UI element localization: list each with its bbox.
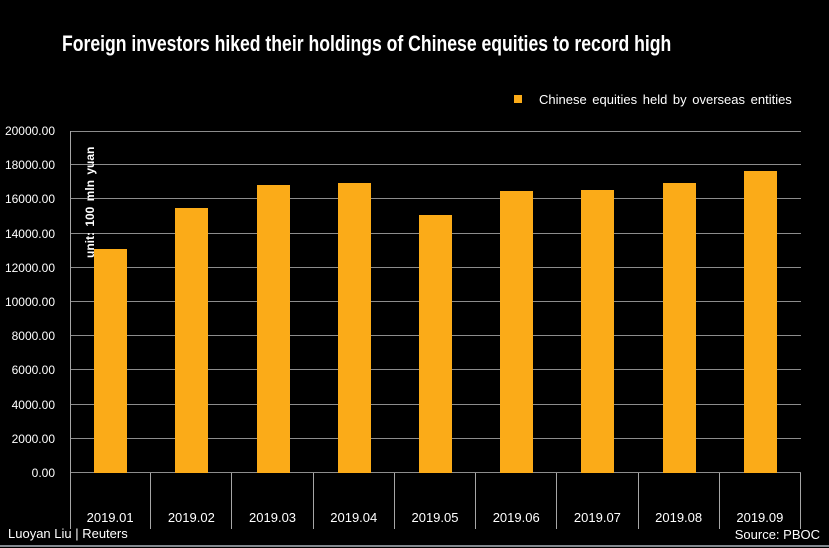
- x-tick-cell: 2019.09: [720, 473, 801, 529]
- x-tick-cell: 2019.03: [232, 473, 314, 529]
- x-axis-category-area: 2019.01 2019.02 2019.03 2019.04 2019.05 2019.…: [70, 473, 801, 529]
- y-tick-label: 16000.00: [4, 192, 55, 207]
- chart-title: Foreign investors hiked their holdings o…: [62, 31, 672, 56]
- x-tick-label: 2019.01: [86, 510, 134, 525]
- x-tick-cell: 2019.06: [476, 473, 558, 529]
- source-text: Source: PBOC: [734, 527, 820, 542]
- x-tick-cell: 2019.04: [314, 473, 395, 529]
- plot-area: [70, 131, 801, 473]
- x-tick-label: 2019.04: [330, 510, 378, 525]
- legend-swatch-icon: [514, 95, 522, 103]
- x-tick-label: 2019.09: [736, 510, 784, 525]
- x-tick-cell: 2019.02: [151, 473, 233, 529]
- bar-2019.09: [743, 171, 777, 473]
- x-tick-label: 2019.03: [249, 510, 297, 525]
- x-tick-label: 2019.08: [655, 510, 703, 525]
- x-tick-cell: 2019.05: [395, 473, 477, 529]
- y-tick-label: 14000.00: [4, 226, 55, 241]
- y-tick-label: 20000.00: [4, 124, 55, 138]
- y-tick-label: 0.00: [31, 466, 55, 480]
- bar-2019.07: [581, 190, 615, 473]
- x-tick-cell: 2019.01: [70, 473, 152, 529]
- bar-2019.03: [256, 185, 290, 473]
- y-tick-label: 4000.00: [11, 397, 55, 412]
- bar-2019.04: [337, 183, 371, 473]
- bar-2019.02: [175, 208, 209, 473]
- y-axis-line: [70, 131, 71, 529]
- gridline: [70, 164, 801, 166]
- x-tick-label: 2019.02: [167, 510, 215, 525]
- y-tick-label: 8000.00: [11, 329, 55, 344]
- y-tick-label: 10000.00: [4, 295, 55, 309]
- bar-2019.06: [500, 191, 534, 473]
- gridline: [70, 131, 801, 132]
- x-tick-label: 2019.07: [573, 510, 621, 525]
- y-tick-label: 2000.00: [11, 431, 55, 446]
- chart-bottom-border: [0, 545, 829, 547]
- gridline: [70, 198, 801, 200]
- x-tick-label: 2019.06: [492, 510, 540, 525]
- y-tick-label: 18000.00: [4, 158, 55, 173]
- legend: Chinese equities held by overseas entiti…: [514, 90, 792, 108]
- bar-2019.08: [662, 183, 696, 473]
- bar-2019.01: [94, 249, 128, 473]
- x-tick-label: 2019.05: [411, 510, 459, 525]
- bar-2019.05: [419, 215, 452, 473]
- legend-label: Chinese equities held by overseas entiti…: [539, 91, 792, 107]
- y-tick-label: 12000.00: [4, 260, 55, 275]
- credit-text: Luoyan Liu | Reuters: [8, 526, 128, 541]
- y-axis-unit-label: unit: 100 mln yuan: [83, 146, 97, 258]
- y-tick-label: 6000.00: [11, 363, 55, 378]
- x-tick-cell: 2019.07: [557, 473, 639, 529]
- x-tick-cell: 2019.08: [639, 473, 720, 529]
